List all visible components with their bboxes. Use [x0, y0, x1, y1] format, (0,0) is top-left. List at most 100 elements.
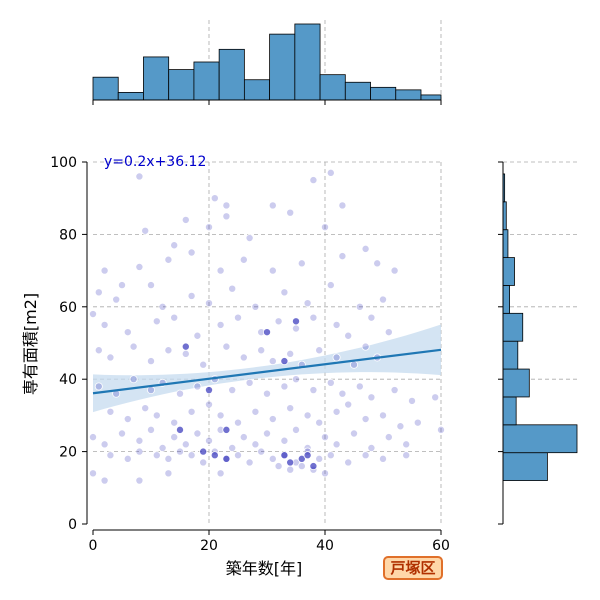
scatter-point	[309, 386, 318, 395]
scatter-point	[181, 440, 190, 449]
scatter-point	[106, 353, 115, 362]
confidence-band-group	[93, 324, 441, 413]
scatter-point	[175, 389, 184, 398]
scatter-point	[280, 436, 289, 445]
scatter-point	[216, 469, 225, 478]
top-hist-bar	[117, 92, 144, 101]
scatter-point	[378, 295, 387, 304]
scatter-point	[291, 317, 300, 326]
scatter-point	[170, 418, 179, 427]
scatter-point	[361, 415, 370, 424]
scatter-point	[199, 360, 208, 369]
scatter-point	[216, 266, 225, 275]
scatter-point	[257, 447, 266, 456]
scatter-point	[239, 353, 248, 362]
scatter-point	[152, 317, 161, 326]
top-hist-bar	[243, 79, 271, 101]
scatter-point	[320, 469, 329, 478]
scatter-point	[344, 331, 353, 340]
y-tick-label: 100	[50, 155, 77, 171]
scatter-point	[297, 454, 306, 463]
scatter-point	[431, 393, 440, 402]
scatter-point	[100, 476, 109, 485]
scatter-point	[146, 425, 155, 434]
scatter-point	[315, 346, 324, 355]
scatter-point	[135, 436, 144, 445]
scatter-point	[384, 433, 393, 442]
scatter-point	[123, 415, 132, 424]
scatter-point	[204, 223, 213, 232]
y-tick-label: 0	[68, 517, 77, 533]
scatter-point	[193, 429, 202, 438]
x-axis-label: 築年数[年]	[226, 559, 303, 578]
scatter-point	[89, 433, 98, 442]
scatter-point	[164, 255, 173, 264]
right-histogram	[498, 161, 580, 525]
scatter-points	[89, 168, 445, 485]
scatter-point	[170, 241, 179, 250]
scatter-point	[146, 357, 155, 366]
regression-equation: y=0.2x+36.12	[104, 154, 206, 170]
scatter-point	[228, 386, 237, 395]
scatter-point	[268, 415, 277, 424]
right-hist-bar	[502, 396, 517, 426]
scatter-point	[118, 281, 127, 290]
scatter-point	[228, 284, 237, 293]
scatter-point	[135, 172, 144, 181]
top-hist-bar	[269, 33, 296, 101]
scatter-point	[320, 433, 329, 442]
top-histogram	[92, 20, 442, 105]
scatter-point	[106, 407, 115, 416]
scatter-point	[355, 302, 364, 311]
scatter-point	[89, 469, 98, 478]
scatter-point	[239, 255, 248, 264]
scatter-point	[152, 451, 161, 460]
scatter-point	[251, 407, 260, 416]
scatter-point	[187, 291, 196, 300]
scatter-point	[135, 476, 144, 485]
scatter-point	[309, 176, 318, 185]
scatter-point	[436, 425, 445, 434]
scatter-point	[204, 299, 213, 308]
scatter-point	[344, 400, 353, 409]
scatter-point	[123, 454, 132, 463]
scatter-point	[175, 425, 184, 434]
scatter-point	[193, 331, 202, 340]
y-tick-label: 80	[59, 227, 77, 243]
top-hist-bar	[395, 89, 422, 101]
scatter-point	[106, 451, 115, 460]
scatter-point	[129, 342, 138, 351]
scatter-point	[280, 288, 289, 297]
scatter-point	[320, 223, 329, 232]
scatter-point	[89, 310, 98, 319]
scatter-point	[413, 418, 422, 427]
scatter-point	[326, 281, 335, 290]
scatter-point	[332, 320, 341, 329]
scatter-point	[297, 462, 306, 471]
scatter-point	[146, 386, 155, 395]
scatter-point	[210, 451, 219, 460]
scatter-point	[280, 357, 289, 366]
scatter-point	[135, 262, 144, 271]
regression-group	[92, 348, 442, 395]
scatter-point	[390, 266, 399, 275]
scatter-point	[315, 454, 324, 463]
scatter-point	[286, 208, 295, 217]
scatter-point	[135, 447, 144, 456]
scatter-point	[262, 429, 271, 438]
scatter-point	[332, 407, 341, 416]
right-hist-bar	[502, 312, 524, 342]
right-hist-bar	[502, 424, 578, 454]
scatter-point	[355, 382, 364, 391]
scatter-point	[384, 328, 393, 337]
top-hist-bar	[294, 23, 321, 101]
top-hist-bar	[344, 81, 371, 101]
scatter-point	[204, 400, 213, 409]
scatter-point	[378, 454, 387, 463]
scatter-point	[373, 259, 382, 268]
scatter-point	[170, 433, 179, 442]
top-hist-bar	[420, 94, 442, 101]
scatter-point	[222, 425, 231, 434]
scatter-point	[245, 378, 254, 387]
